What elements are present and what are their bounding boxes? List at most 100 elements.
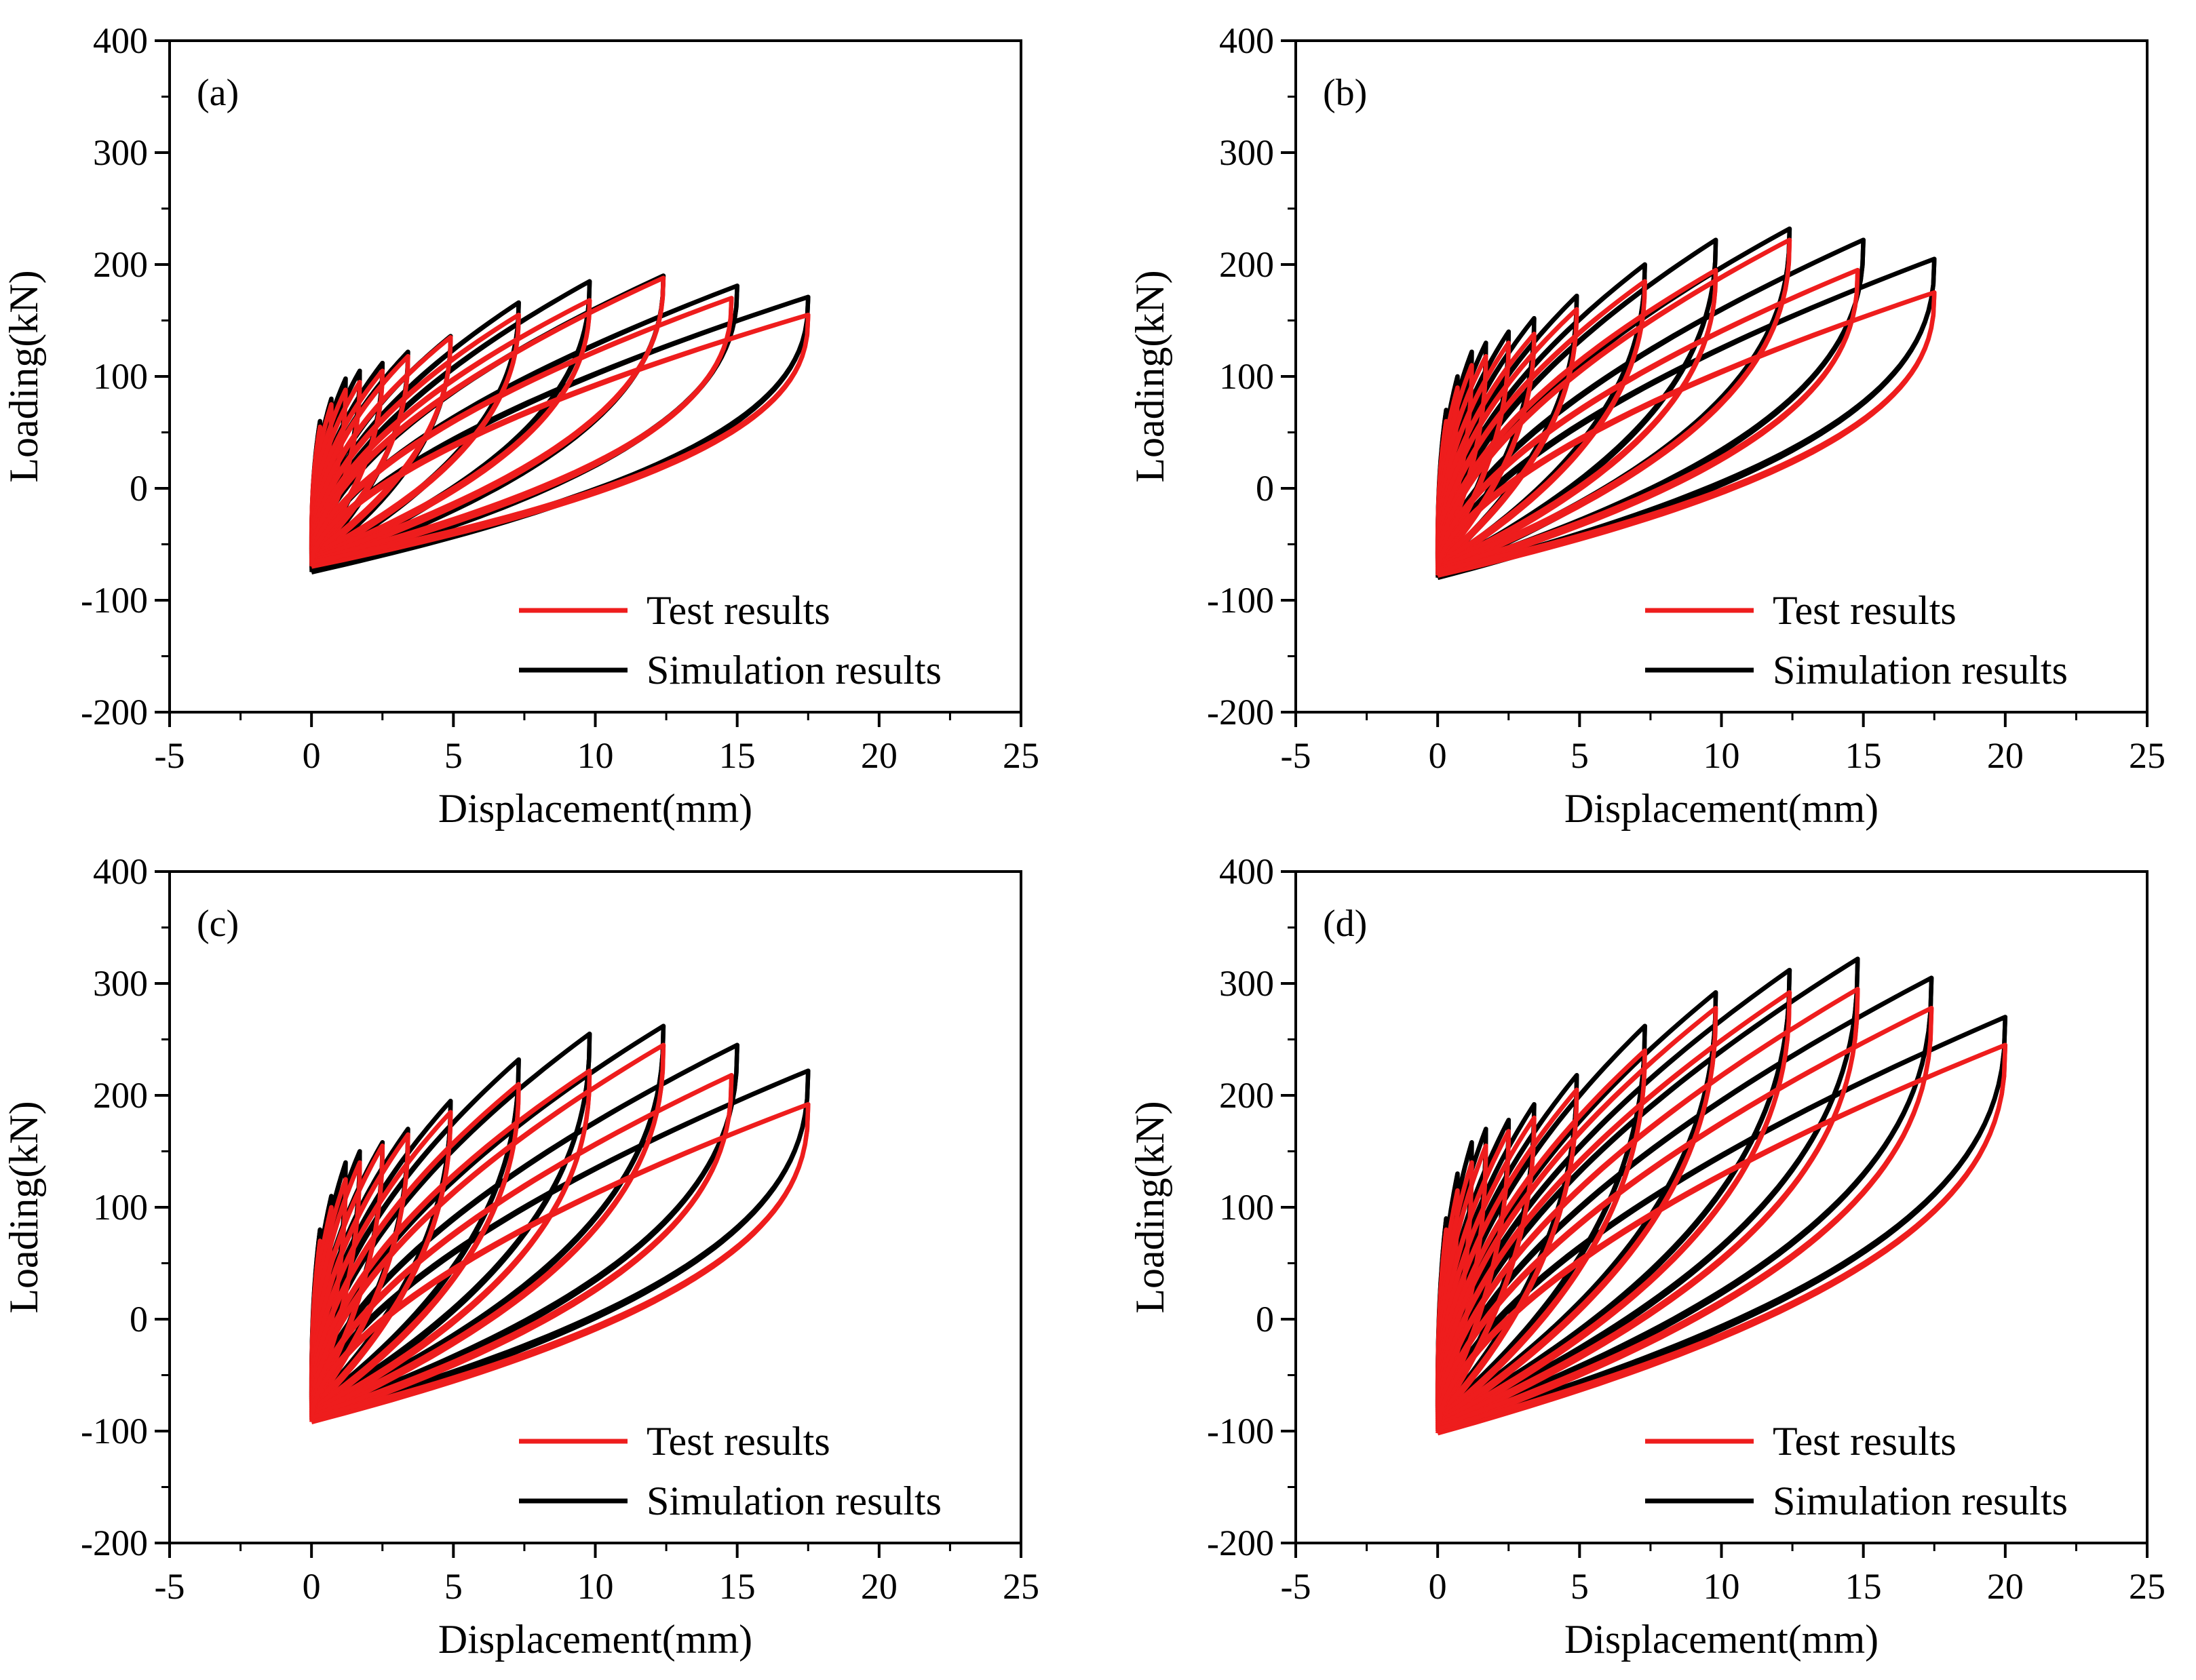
panel-label: (d) [1323,903,1367,945]
y-tick-label: -100 [1207,580,1274,621]
legend: Test results Simulation results [1645,588,2068,692]
test-loop [1435,268,1860,572]
y-tick-label: 100 [93,1187,148,1228]
y-tick-label: 0 [1256,1299,1274,1340]
x-tick-label: 25 [1003,735,1039,776]
x-tick-label: 25 [2129,1566,2165,1607]
y-axis-title: Loading(kN) [1,270,46,482]
simulation-loop [309,1068,811,1418]
x-tick-label: 20 [1987,735,2024,776]
x-tick-label: 0 [303,1566,321,1607]
test-loop [1435,1087,1579,1418]
y-tick-label: 100 [1219,356,1274,397]
plot-area [309,273,811,574]
y-tick-label: 0 [130,1299,148,1340]
simulation-loop [1435,967,1792,1423]
simulation-loop [309,1057,521,1409]
chart-panel-a: -5 0 5 10 15 20 25 -200 -100 0 100 200 300 400 Displac… [1,20,1039,831]
test-loop [309,313,811,565]
x-tick-label: 25 [1003,1566,1039,1607]
x-tick-label: 0 [303,735,321,776]
test-loop [309,296,734,563]
test-loop [309,1101,811,1420]
test-series [1435,237,1937,578]
y-tick-label: 200 [1219,1075,1274,1116]
simulation-loop [309,1042,739,1415]
test-loop [1435,1006,1718,1423]
test-loop [309,1042,666,1416]
panel-label: (a) [197,72,239,114]
test-series [309,275,811,569]
y-tick-label: 400 [93,851,148,892]
y-tick-label: 0 [130,468,148,509]
x-tick-label: 0 [1429,735,1447,776]
y-tick-label: 300 [1219,132,1274,173]
x-tick-label: 10 [1703,735,1740,776]
x-tick-label: 25 [2129,735,2165,776]
test-loop [309,275,666,562]
y-tick-label: 400 [1219,851,1274,892]
legend: Test results Simulation results [1645,1419,2068,1523]
legend-simulation-label: Simulation results [647,648,942,692]
x-tick-label: 10 [577,1566,614,1607]
test-series [1435,987,2008,1436]
x-tick-label: 20 [861,1566,898,1607]
panel-label: (b) [1323,72,1367,114]
legend-simulation-label: Simulation results [647,1479,942,1523]
legend-simulation-label: Simulation results [1773,1479,2068,1523]
simulation-loop [1435,1023,1647,1418]
test-loop [1435,1115,1537,1415]
panel-label: (c) [197,903,239,945]
test-loop [309,298,592,560]
x-tick-label: 20 [1987,1566,2024,1607]
test-loop [1436,290,1937,574]
chart-panel-b: -5 0 5 10 15 20 25 -200 -100 0 100 200 300 400 Displac… [1128,20,2165,831]
test-loop [309,1132,410,1407]
x-tick-label: -5 [1281,735,1311,776]
y-tick-label: 300 [93,132,148,173]
plot-area [309,1023,811,1424]
simulation-loop [1436,256,1937,576]
x-axis-title: Displacement(mm) [438,1617,752,1662]
x-axis-title: Displacement(mm) [1564,1617,1879,1662]
test-loop [309,313,521,558]
test-loop [309,1110,453,1409]
legend-test-label: Test results [1773,1419,1957,1464]
x-axis-title: Displacement(mm) [438,786,752,831]
y-tick-label: 200 [93,244,148,285]
y-tick-label: -200 [81,692,148,732]
y-tick-label: 400 [1219,20,1274,61]
x-tick-label: 10 [577,735,614,776]
test-loop [1435,279,1647,566]
test-loop [1435,1006,1934,1429]
chart-panel-c: -5 0 5 10 15 20 25 -200 -100 0 100 200 300 400 Displac… [1,851,1039,1662]
simulation-loop [1435,975,1934,1427]
test-series [309,1042,811,1424]
legend-simulation-label: Simulation results [1773,648,2068,692]
y-tick-label: 300 [93,963,148,1004]
x-tick-label: 20 [861,735,898,776]
legend-test-label: Test results [647,588,830,633]
test-loop [1435,1042,2008,1431]
y-tick-label: 100 [1219,1187,1274,1228]
test-loop [1435,1048,1647,1420]
chart-panel-d: -5 0 5 10 15 20 25 -200 -100 0 100 200 300 400 Displac… [1128,851,2165,1662]
x-tick-label: 5 [1571,735,1589,776]
y-tick-label: -200 [1207,1523,1274,1563]
x-tick-label: 15 [719,1566,756,1607]
y-tick-label: 400 [93,20,148,61]
test-loop [309,1082,521,1411]
test-loop [309,335,453,557]
legend: Test results Simulation results [519,588,942,692]
y-tick-label: -200 [1207,692,1274,732]
x-tick-label: -5 [155,735,185,776]
y-tick-label: -200 [81,1523,148,1563]
x-axis-title: Displacement(mm) [1564,786,1879,831]
x-tick-label: -5 [1281,1566,1311,1607]
y-tick-label: 100 [93,356,148,397]
x-tick-label: 10 [1703,1566,1740,1607]
simulation-loop [1435,237,1866,574]
x-tick-label: 15 [719,735,756,776]
test-loop [309,1073,734,1418]
